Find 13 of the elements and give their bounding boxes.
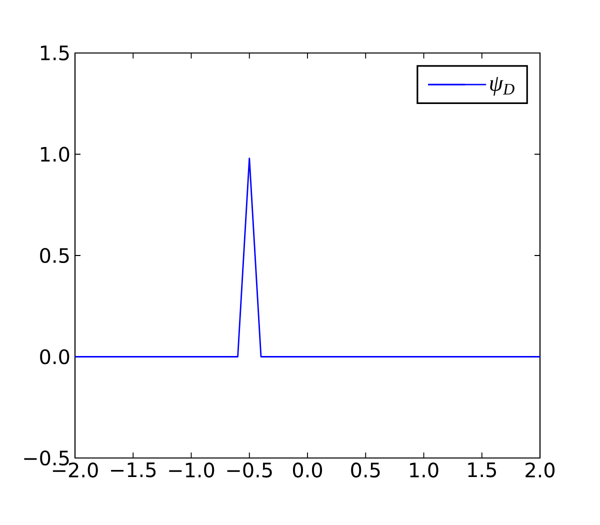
legend-label: ψ$_{D}$ — [490, 76, 514, 96]
y-tick-label: 0.5 — [40, 248, 69, 264]
y-tick-label: 1.5 — [40, 46, 69, 60]
x-tick-label: 1.0 — [410, 462, 438, 478]
x-tick-label: −1.5 — [111, 462, 156, 478]
y-tick-label: 0.0 — [40, 349, 70, 364]
x-tick-label: 1.5 — [468, 462, 496, 478]
x-tick-label: 2.0 — [526, 462, 555, 478]
y-tick-label: 1.0 — [40, 146, 70, 162]
x-tick-label: 0.5 — [351, 462, 380, 478]
x-tick-label: 0.0 — [292, 462, 322, 478]
x-tick-label: −1.0 — [169, 462, 214, 478]
x-tick-label: −0.5 — [227, 462, 272, 478]
